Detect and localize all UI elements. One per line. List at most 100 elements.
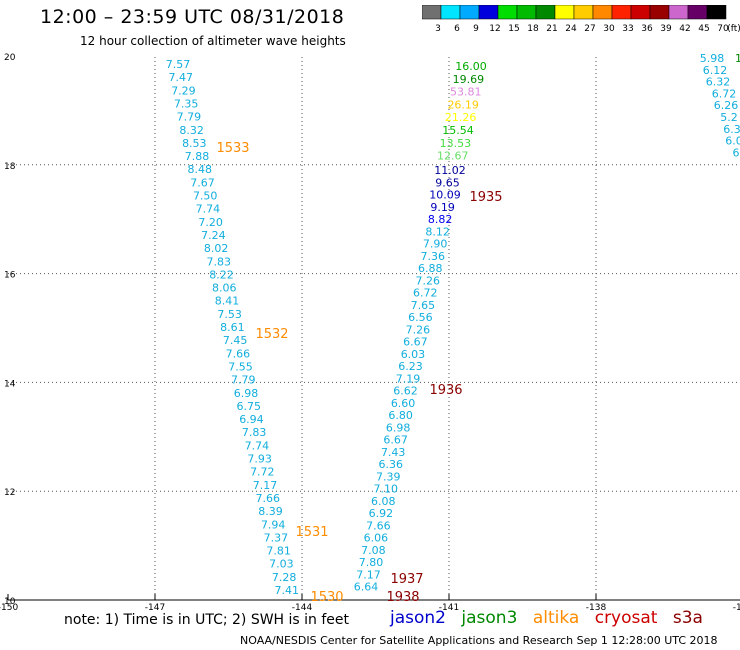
track-altika-west: 7.577.477.297.357.798.328.537.888.487.67… [166, 58, 299, 597]
pass-label: 1533 [216, 141, 249, 156]
legend-cryosat: cryosat [594, 608, 658, 628]
swh-value: 7.90 [423, 238, 448, 251]
x-tick-label: -144 [292, 603, 313, 613]
colorbar-label: 30 [603, 24, 615, 34]
swh-value: 6.60 [391, 397, 416, 410]
swh-value: 9.19 [430, 201, 455, 214]
colorbar-label: 6 [454, 24, 460, 34]
y-tick-label: 20 [4, 53, 16, 63]
swh-value: 6.08 [371, 495, 396, 508]
swh-value: 7.94 [261, 518, 286, 531]
pass-label: 1530 [310, 590, 343, 605]
swh-value: 6 [733, 146, 740, 159]
y-tick-label: 14 [4, 379, 16, 389]
colorbar-label: 39 [660, 24, 672, 34]
swh-value: 7.47 [168, 71, 193, 84]
track-east: 1 5.986.126.326.726.265.26.36.06 [700, 52, 740, 159]
legend-altika: altika [532, 608, 580, 628]
swh-value: 8.48 [188, 163, 213, 176]
swh-value: 7.67 [190, 176, 215, 189]
x-tick-label: -135 [733, 603, 740, 613]
swh-value: 16.00 [455, 60, 487, 73]
swh-value: 21.26 [445, 111, 477, 124]
colorbar-label: 27 [584, 24, 595, 34]
x-tick-label: -141 [439, 603, 459, 613]
swh-value: 7.45 [223, 334, 248, 347]
swh-value: 6.72 [413, 287, 438, 300]
swh-value: 7.88 [185, 150, 210, 163]
swh-value: 7.72 [250, 466, 275, 479]
swh-value: 7.17 [253, 479, 278, 492]
pass-label: 1937 [390, 572, 423, 587]
swh-value: 6.80 [388, 409, 413, 422]
legend-s3a: s3a [672, 608, 703, 628]
swh-value: 12.67 [437, 150, 469, 163]
swh-value: 6.94 [239, 413, 264, 426]
swh-value: 7.66 [256, 492, 281, 505]
y-tick-label: 18 [4, 162, 16, 172]
swh-value: 7.83 [207, 255, 232, 268]
swh-value: 6.03 [401, 348, 426, 361]
swh-value: 6.88 [418, 262, 443, 275]
color-scale-bar: 3 6 9 12 15 18 21 24 27 30 33 36 39 42 45 70(ft) [422, 5, 740, 34]
credit-line: NOAA/NESDIS Center for Satellite Applica… [240, 634, 718, 647]
swh-value: 6.26 [714, 99, 739, 112]
swh-value: 7.83 [242, 426, 267, 439]
swh-value: 7.74 [196, 203, 221, 216]
swh-value: 6.56 [408, 311, 433, 324]
swh-value: 7.43 [381, 446, 406, 459]
swh-value: 7.37 [264, 531, 289, 544]
colorbar-label: 15 [508, 24, 519, 34]
swh-value: 6.72 [712, 87, 737, 100]
swh-value: 7.81 [266, 545, 291, 558]
swh-value: 7.20 [198, 216, 223, 229]
colorbar-label: 21 [546, 24, 557, 34]
swh-value: 7.24 [201, 229, 226, 242]
swh-value: 13.53 [440, 137, 472, 150]
swh-value: 6.23 [398, 360, 423, 373]
swh-value: 11.02 [434, 164, 466, 177]
colorbar-label: 3 [435, 24, 441, 34]
colorbar-label: 36 [641, 24, 653, 34]
legend-jason3: jason3 [461, 608, 518, 628]
swh-value: 7.28 [272, 571, 297, 584]
swh-value: 6.12 [703, 64, 728, 77]
y-tick-label: 10 [4, 597, 16, 607]
swh-value: 6.67 [403, 336, 428, 349]
colorbar-label: 24 [565, 24, 577, 34]
pass-label: 1935 [469, 190, 502, 205]
swh-value: 7.03 [269, 558, 294, 571]
swh-value: 7.39 [376, 470, 401, 483]
swh-value: 8.41 [215, 295, 240, 308]
swh-value: 8.82 [428, 213, 453, 226]
colorbar-label: 9 [473, 24, 479, 34]
swh-value: 6.3 [723, 123, 740, 136]
swh-value: 7.55 [228, 360, 253, 373]
swh-value: 15.54 [442, 124, 474, 137]
swh-value: 26.19 [447, 98, 479, 111]
swh-value: 7.35 [174, 97, 199, 110]
swh-value: 6.92 [369, 507, 394, 520]
swh-value: 1 [735, 52, 740, 65]
satellite-legend: jason2 jason3 altika cryosat s3a [390, 608, 713, 628]
colorbar-label: 12 [489, 24, 500, 34]
swh-value: 7.93 [247, 453, 272, 466]
footer-note: note: 1) Time is in UTC; 2) SWH is in fe… [64, 612, 350, 628]
y-tick-label: 12 [4, 488, 15, 498]
x-tick-label: -150 [0, 603, 18, 613]
colorbar-label: 18 [527, 24, 539, 34]
swh-value: 8.22 [209, 268, 234, 281]
swh-value: 8.02 [204, 242, 229, 255]
swh-value: 9.65 [435, 176, 460, 189]
colorbar-swatch [706, 5, 727, 20]
swh-value: 6.32 [706, 76, 731, 89]
swh-value: 7.36 [420, 250, 445, 263]
swh-value: 5.98 [700, 52, 725, 65]
x-tick-label: -138 [586, 603, 607, 613]
x-tick-label: -147 [145, 603, 165, 613]
swh-value: 8.12 [425, 225, 450, 238]
swh-value: 6.62 [393, 385, 418, 398]
pass-label: 1532 [255, 327, 288, 342]
